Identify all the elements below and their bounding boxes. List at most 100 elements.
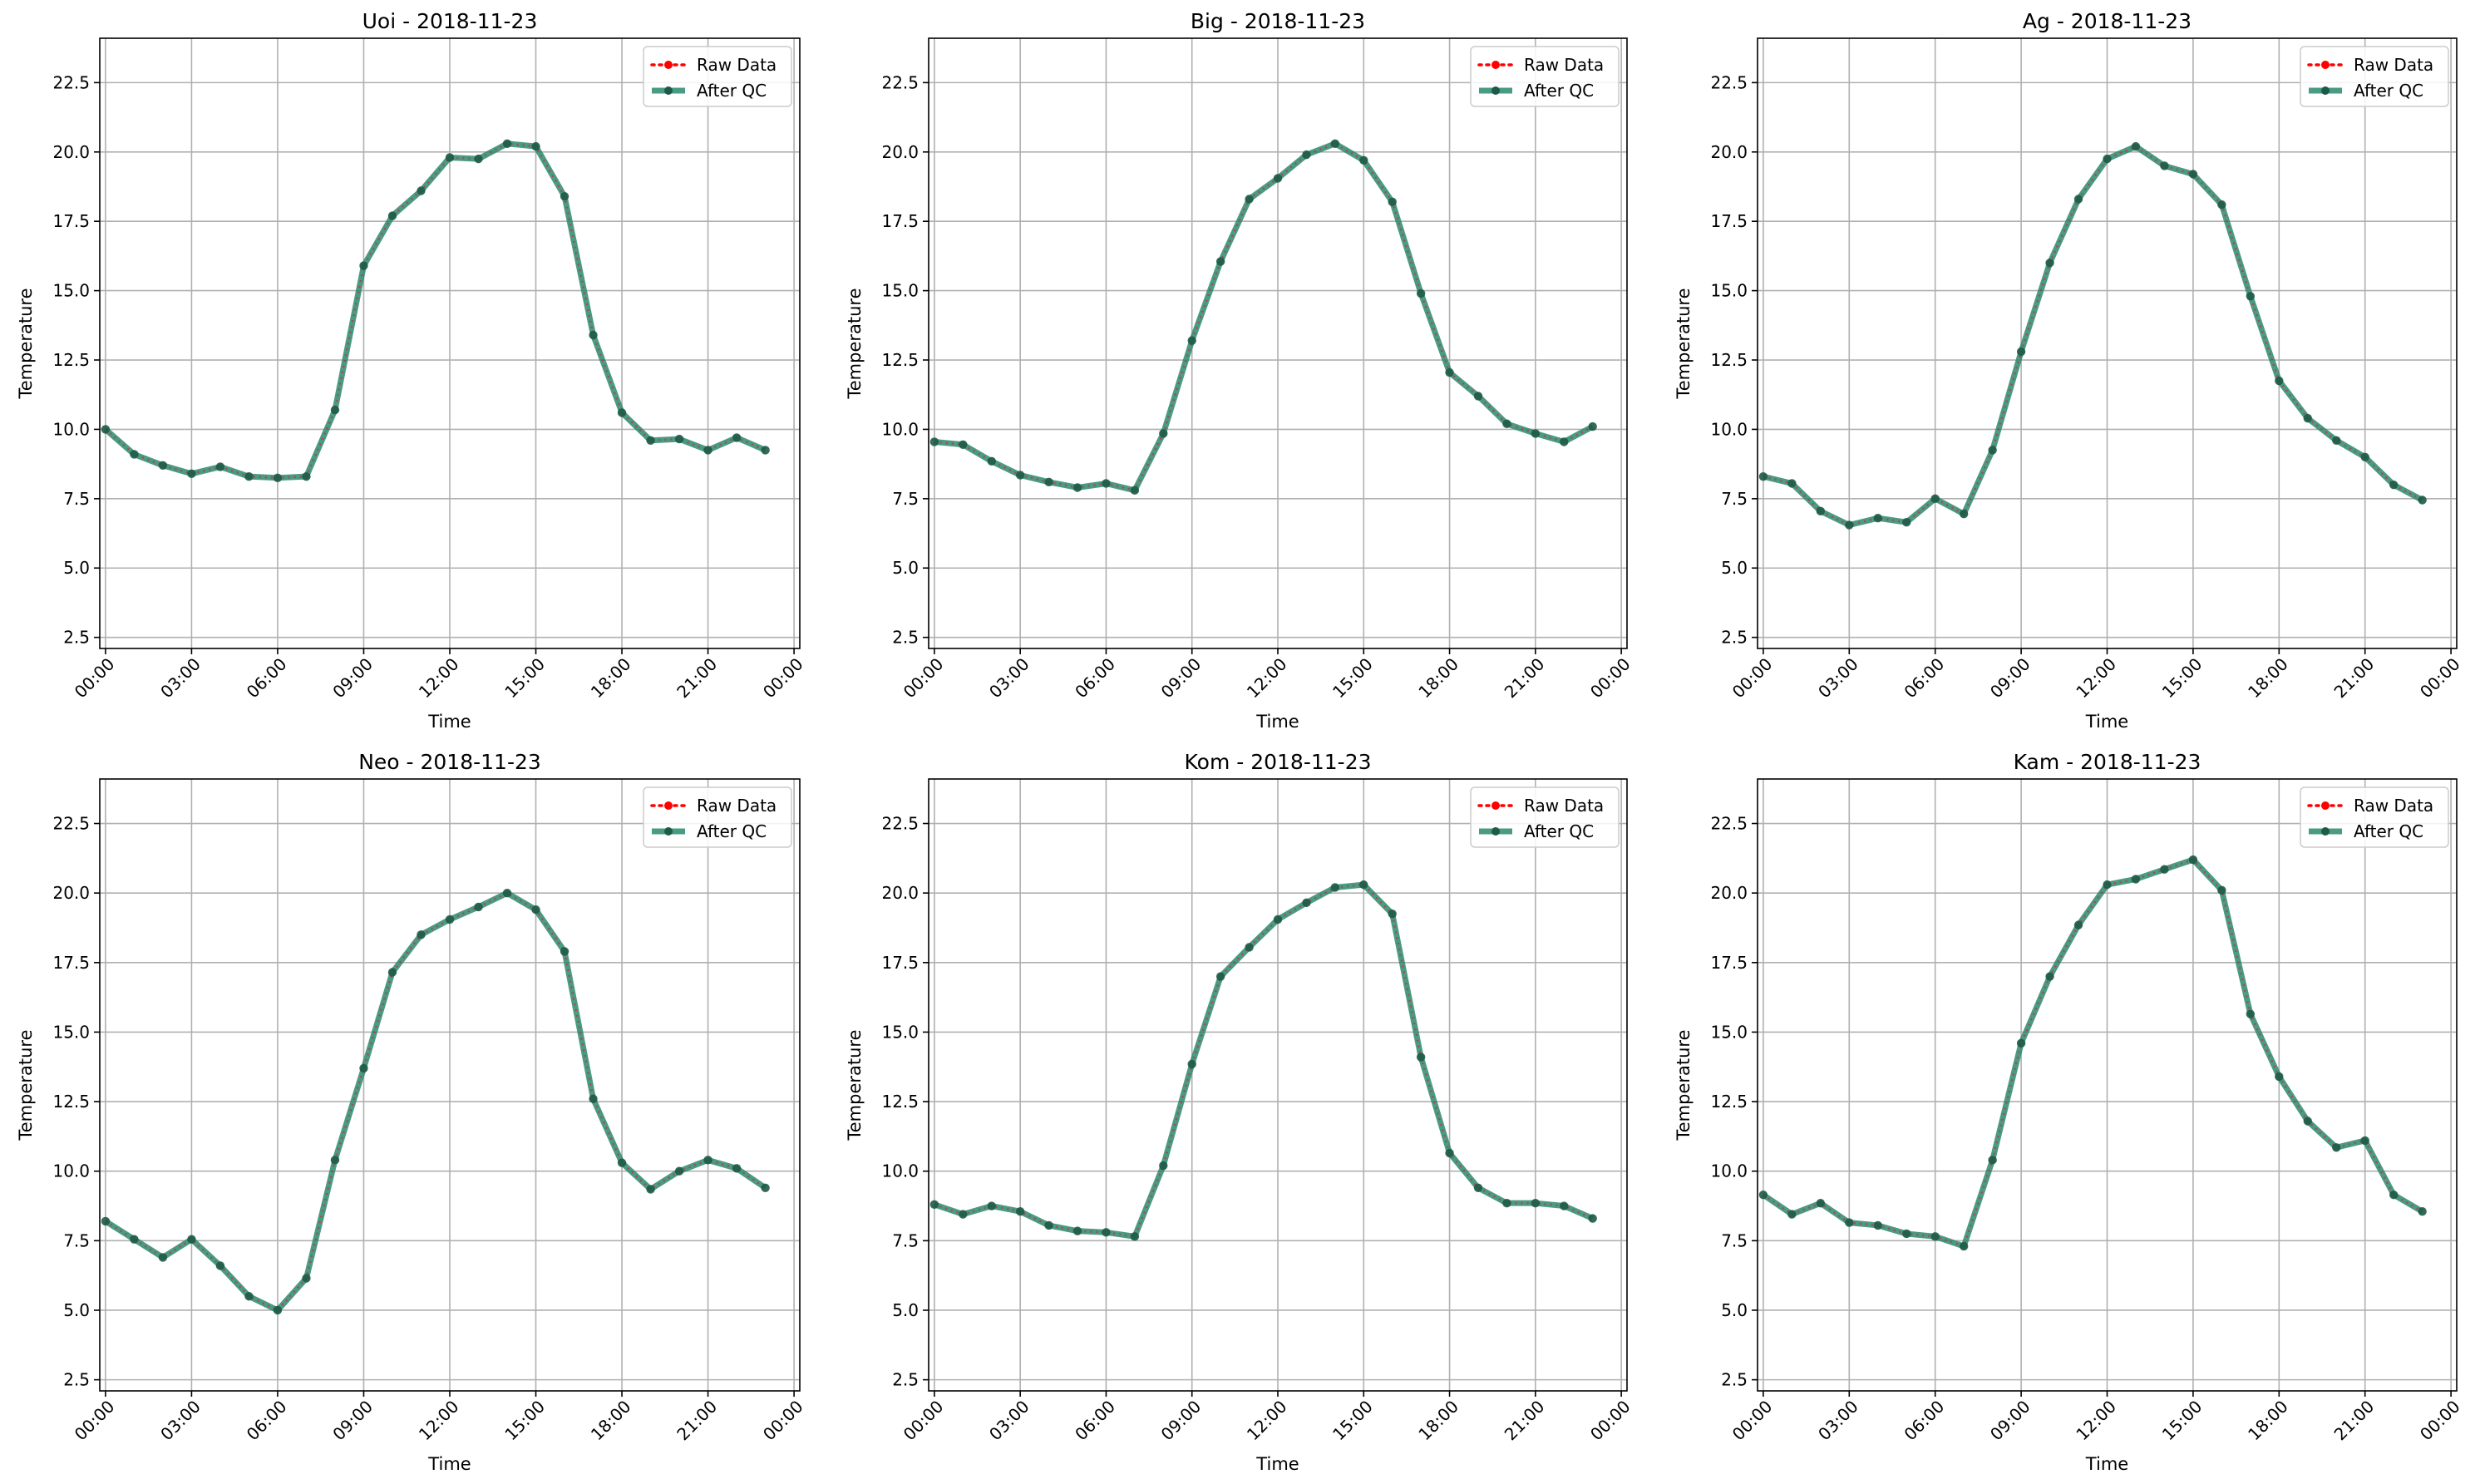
chart-panel: 2.5 5.0 7.5 10.0 12.5 15.0 17.5 20.0 22.5 00:00 03… [1674, 750, 2464, 1474]
legend: Raw Data After QC [2300, 786, 2449, 848]
x-tick-label: 00:00 [2416, 1397, 2464, 1445]
x-axis-label: Time [427, 712, 471, 732]
data-point [674, 1166, 684, 1176]
legend-label-raw-data: Raw Data [697, 55, 777, 75]
data-point [2160, 865, 2169, 874]
data-point [2246, 292, 2256, 301]
x-tick-label: 15:00 [500, 654, 549, 703]
data-point [187, 1235, 196, 1244]
legend-label-after-qc: After QC [1524, 81, 1594, 101]
chart-panel: 2.5 5.0 7.5 10.0 12.5 15.0 17.5 20.0 22.5 00:00 03… [845, 750, 1634, 1474]
data-point [674, 434, 684, 444]
legend-label-after-qc: After QC [2354, 821, 2423, 841]
data-point [130, 450, 139, 459]
x-tick-label: 12:00 [415, 1397, 463, 1445]
legend-label-after-qc: After QC [2354, 81, 2423, 101]
data-point [1330, 139, 1340, 148]
x-axis-label: Time [2085, 1454, 2128, 1474]
data-point [101, 1216, 111, 1226]
data-point [2131, 141, 2141, 151]
y-tick-label: 7.5 [1721, 489, 1748, 509]
data-points [101, 139, 770, 483]
data-point [1758, 1190, 1768, 1200]
gridlines [100, 779, 800, 1391]
y-tick-label: 12.5 [52, 350, 90, 370]
data-points [929, 139, 1597, 495]
data-point [1102, 1228, 1111, 1237]
x-tick-label: 06:00 [1901, 1397, 1949, 1445]
data-point [1873, 1220, 1882, 1230]
chart-panel: 2.5 5.0 7.5 10.0 12.5 15.0 17.5 20.0 22.5 00:00 03… [845, 9, 1634, 732]
y-tick-label: 22.5 [52, 814, 90, 834]
x-tick-label: 18:00 [587, 1397, 635, 1445]
data-point [417, 930, 426, 939]
y-tick-label: 22.5 [52, 72, 90, 92]
data-point [2389, 1190, 2399, 1200]
data-point [330, 1156, 340, 1165]
y-tick-label: 22.5 [1710, 814, 1748, 834]
legend-marker-raw-data [1491, 801, 1500, 810]
x-tick-label: 00:00 [1586, 1397, 1634, 1445]
data-point [1416, 1053, 1426, 1062]
data-point [1787, 1210, 1797, 1219]
data-point [417, 186, 426, 195]
legend: Raw Data After QC [643, 786, 792, 848]
data-point [1215, 972, 1225, 981]
data-point [2045, 259, 2054, 268]
chart-panel: 2.5 5.0 7.5 10.0 12.5 15.0 17.5 20.0 22.5 00:00 03… [1674, 9, 2464, 732]
x-tick-label: 09:00 [328, 1397, 377, 1445]
data-point [1330, 883, 1340, 892]
legend-marker-after-qc [2321, 827, 2330, 836]
data-point [1473, 392, 1483, 401]
y-tick-label: 20.0 [52, 883, 90, 903]
series-line-after-qc [934, 141, 1595, 494]
y-tick-label: 15.0 [1710, 281, 1748, 301]
data-point [646, 1185, 655, 1194]
x-tick-label: 15:00 [2158, 654, 2206, 703]
series-line-raw-data [1763, 145, 2423, 526]
x-tick-label: 06:00 [243, 1397, 291, 1445]
x-axis-label: Time [427, 1454, 471, 1474]
y-tick-label: 2.5 [1721, 628, 1748, 648]
x-tick-label: 12:00 [1243, 1397, 1291, 1445]
data-point [929, 437, 939, 446]
series-line-after-qc [1763, 143, 2424, 529]
x-tick-label: 03:00 [1814, 1397, 1862, 1445]
x-tick-label: 09:00 [328, 654, 377, 703]
legend-label-after-qc: After QC [697, 821, 767, 841]
data-point [1531, 429, 1541, 438]
data-point [359, 1063, 368, 1073]
series-line-raw-data [1763, 858, 2423, 1248]
x-tick-label: 06:00 [1071, 1397, 1119, 1445]
y-tick-label: 10.0 [881, 419, 919, 439]
y-tick-label: 2.5 [892, 1370, 919, 1390]
legend-marker-raw-data [664, 801, 673, 810]
data-point [1215, 257, 1225, 266]
data-point [531, 141, 540, 151]
data-point [2103, 154, 2112, 164]
legend-label-raw-data: Raw Data [697, 796, 777, 816]
data-point [1187, 1059, 1196, 1069]
data-point [2016, 1038, 2026, 1048]
chart-title: Neo - 2018-11-23 [358, 750, 541, 774]
data-point [302, 471, 311, 481]
legend-marker-after-qc [664, 827, 673, 836]
data-point [703, 1156, 712, 1165]
legend-marker-after-qc [1491, 827, 1500, 836]
data-point [158, 461, 168, 470]
data-point [531, 905, 540, 915]
data-point [2332, 436, 2341, 445]
x-tick-label: 21:00 [673, 1397, 721, 1445]
data-point [244, 471, 254, 481]
data-point [387, 211, 397, 220]
x-tick-label: 03:00 [985, 654, 1033, 703]
y-tick-label: 17.5 [881, 953, 919, 973]
legend-marker-after-qc [1491, 86, 1500, 95]
y-tick-label: 5.0 [1721, 1300, 1748, 1320]
data-point [2360, 452, 2369, 461]
y-tick-label: 20.0 [1710, 883, 1748, 903]
x-tick-label: 09:00 [1986, 1397, 2034, 1445]
y-tick-label: 15.0 [881, 281, 919, 301]
data-point [1072, 1226, 1082, 1235]
y-tick-label: 20.0 [881, 142, 919, 162]
